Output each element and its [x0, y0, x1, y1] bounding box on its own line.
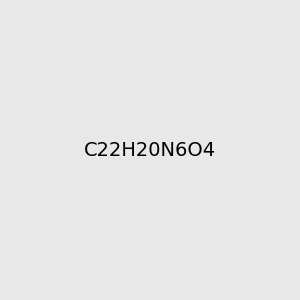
Text: C22H20N6O4: C22H20N6O4 [84, 140, 216, 160]
